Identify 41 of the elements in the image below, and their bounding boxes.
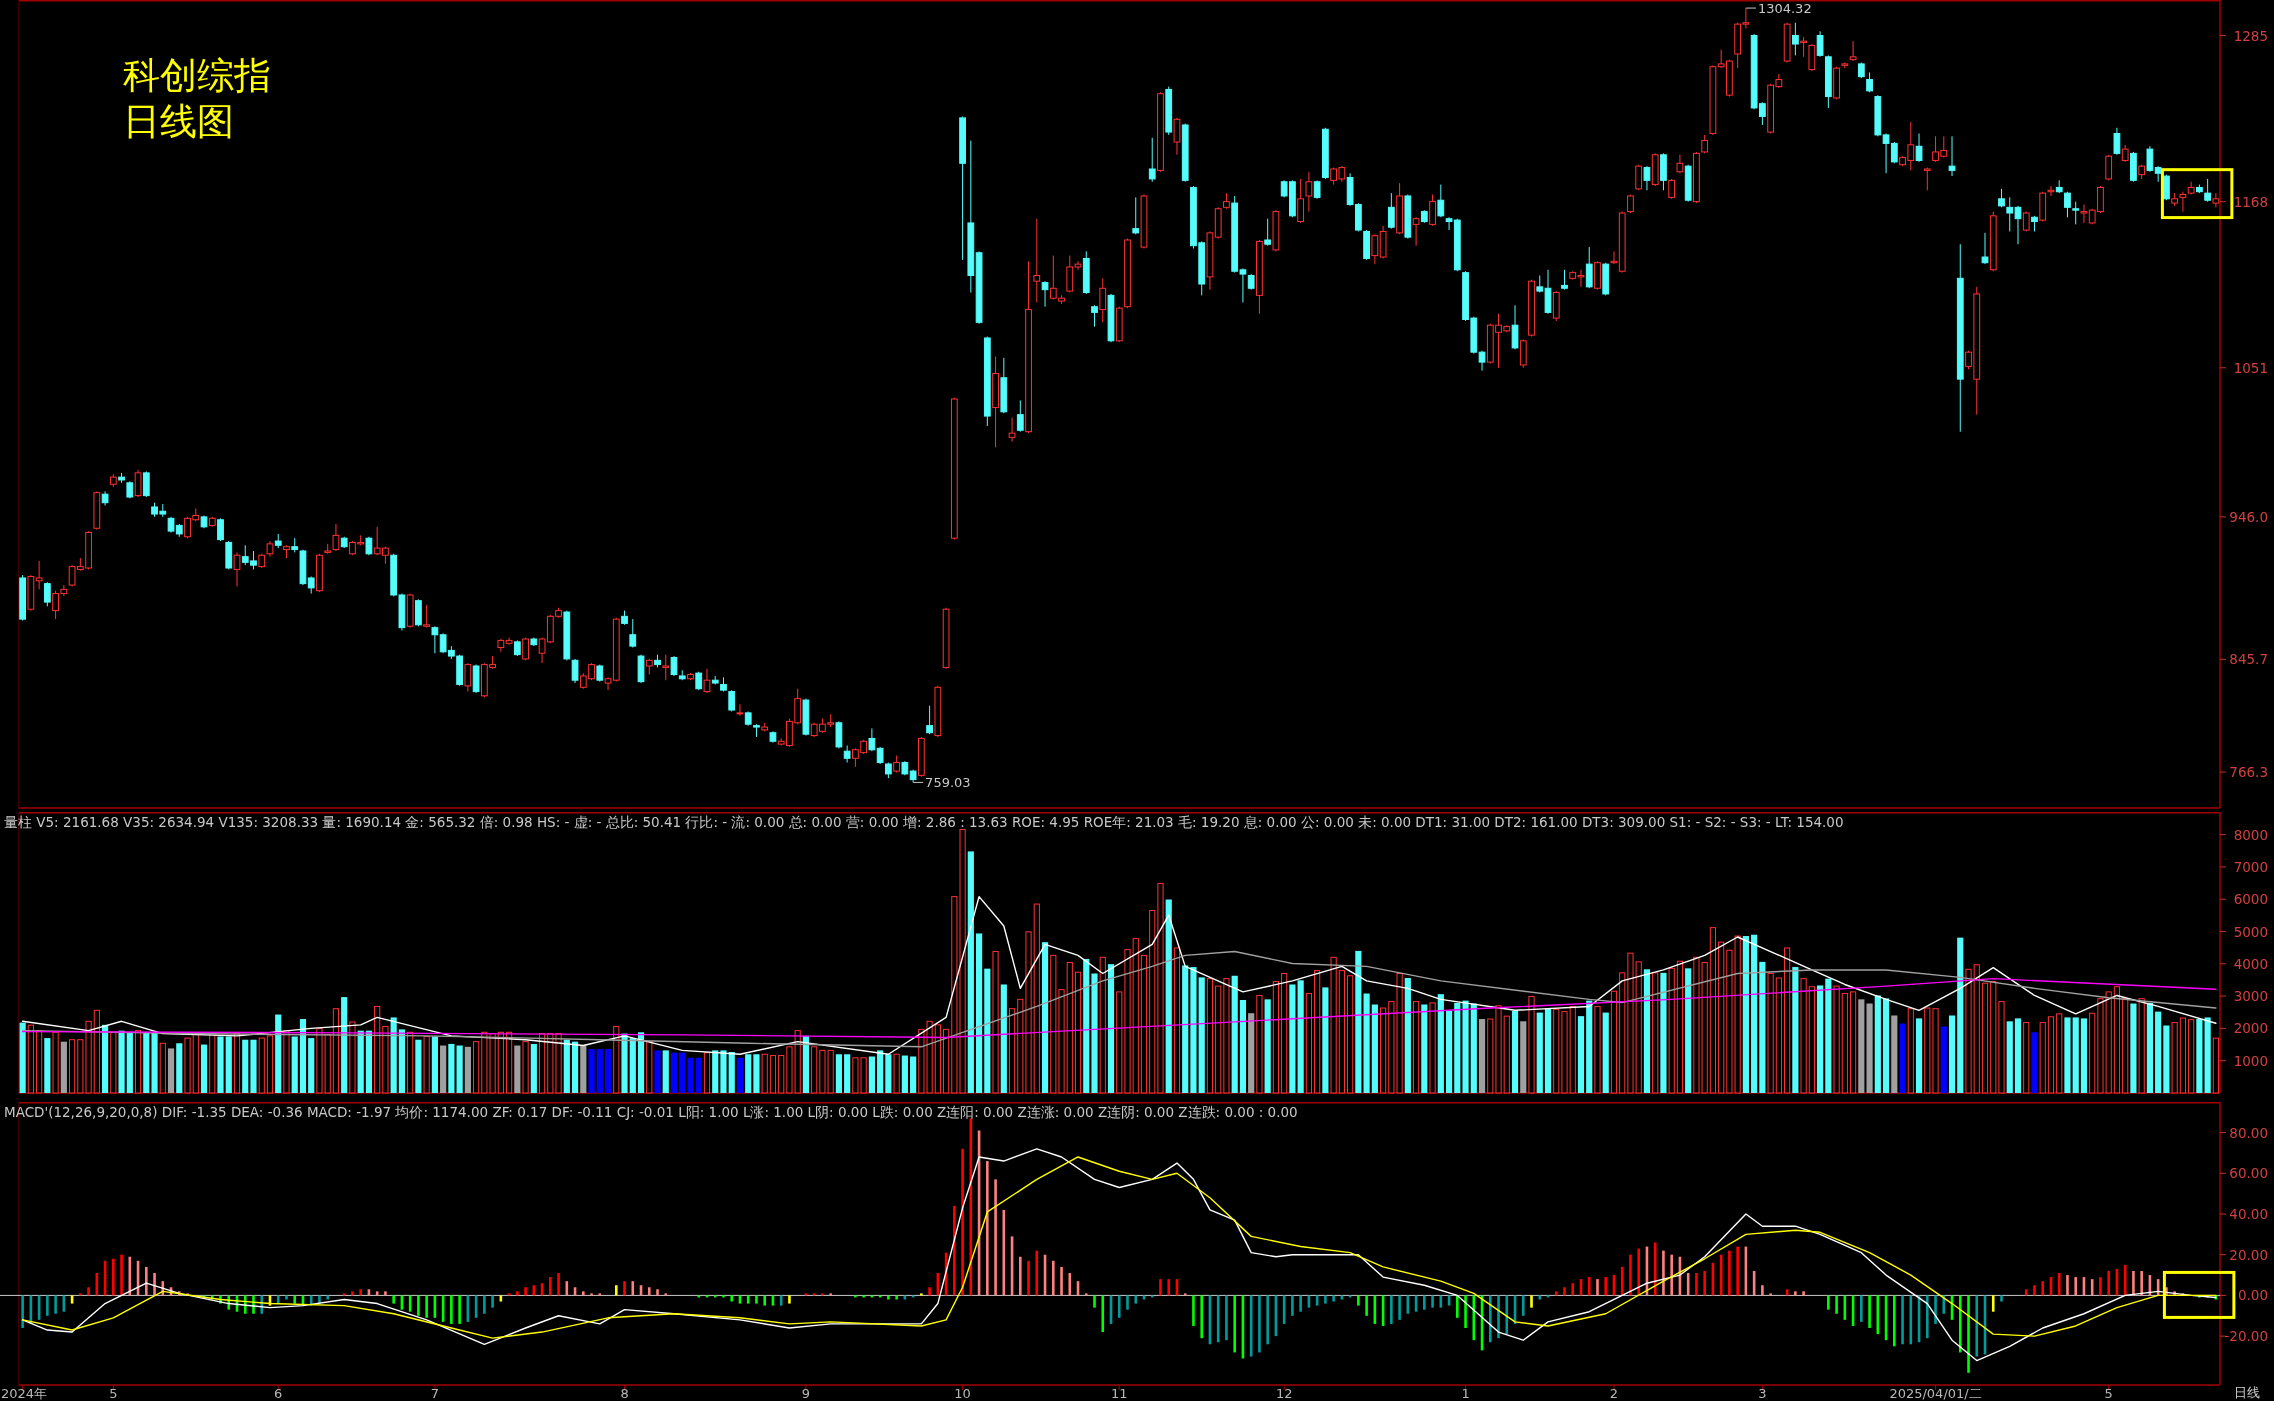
- y-tick-label: 5000: [2233, 923, 2268, 940]
- x-tick-label: 10: [954, 1386, 971, 1401]
- x-tick-label: 2024年: [1, 1386, 48, 1401]
- text: 科创综指: [123, 54, 271, 97]
- y-tick-label: 3000: [2233, 988, 2268, 1005]
- y-tick-label: 4000: [2233, 955, 2268, 972]
- y-tick-label: 40.00: [2229, 1205, 2268, 1222]
- x-tick-label: 11: [1110, 1386, 1128, 1401]
- y-tick-label: 60.00: [2229, 1165, 2268, 1182]
- y-tick-label: 7000: [2233, 858, 2268, 875]
- y-tick-label: 20.00: [2229, 1246, 2268, 1263]
- y-tick-label: 1168: [2233, 193, 2268, 210]
- text: 日线: [2234, 1385, 2260, 1400]
- x-tick-label: 3: [1758, 1386, 1767, 1401]
- y-tick-label: 1051: [2233, 359, 2268, 376]
- annotation: 759.03: [925, 775, 971, 791]
- x-tick-label: 1: [1461, 1386, 1470, 1401]
- annotation: MACD'(12,26,9,20,0,8) DIF: -1.35 DEA: -0.36 MACD: -1.97 均价: 1174.00 ZF: 0.17 DF: -0.11 CJ: -0.01 L阳: 1.00 L涨: 1.00 L阴: 0.00 L跌: 0.00 Z连阳: 0.00 Z连涨: 0.00 Z连阴: 0.00 Z连跌: 0.00 : 0.00: [4, 1104, 1298, 1120]
- x-tick-label: 12: [1275, 1386, 1293, 1401]
- text: 日线图: [123, 100, 234, 143]
- x-tick-label: 2: [1609, 1386, 1619, 1401]
- y-tick-label: 1285: [2233, 27, 2268, 44]
- y-tick-label: 0.00: [2237, 1287, 2268, 1304]
- y-tick-label: 845.7: [2229, 651, 2268, 668]
- x-tick-label: 2025/04/01/二: [1889, 1386, 1982, 1401]
- y-tick-label: 2000: [2233, 1020, 2268, 1037]
- y-tick-label: 766.3: [2229, 764, 2268, 781]
- y-tick-label: -20.00: [2224, 1328, 2268, 1345]
- x-tick-label: 8: [620, 1386, 629, 1401]
- y-tick-label: 80.00: [2229, 1124, 2268, 1141]
- y-tick-label: 6000: [2233, 891, 2268, 908]
- y-tick-label: 8000: [2233, 826, 2268, 843]
- x-tick-label: 7: [430, 1386, 440, 1401]
- y-tick-label: 946.0: [2229, 508, 2268, 525]
- annotation: 量柱 V5: 2161.68 V35: 2634.94 V135: 3208.33 量: 1690.14 金: 565.32 倍: 0.98 HS: - 虚: - 总比: 50.41 行比: - 流: 0.00 总: 0.00 营: 0.00 增: 2.86 : 13.63 ROE: 4.95 ROE年: 21.03 毛: 19.20 息: 0.00 公: 0.00 未: 0.00 DT1: 31.00 DT2: 161.00 DT3: 309.00 S1: - S2: - S3: - LT: 154.00: [4, 814, 1844, 830]
- y-tick-label: 1000: [2233, 1052, 2268, 1069]
- annotation: 1304.32: [1757, 1, 1812, 17]
- x-tick-label: 5: [2104, 1386, 2113, 1401]
- x-tick-label: 5: [109, 1386, 118, 1401]
- x-tick-label: 6: [274, 1386, 283, 1401]
- x-tick-label: 9: [801, 1386, 811, 1401]
